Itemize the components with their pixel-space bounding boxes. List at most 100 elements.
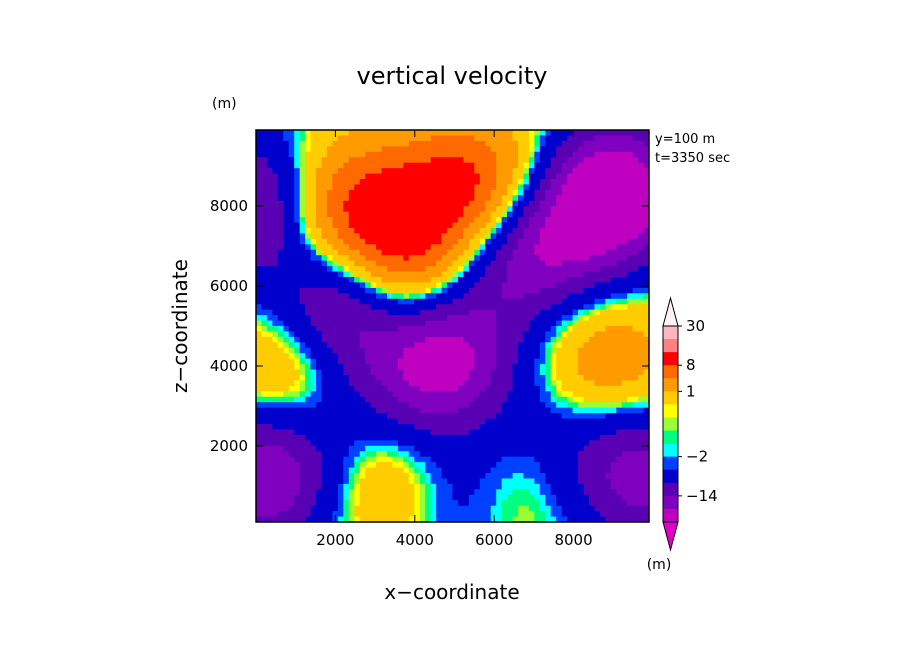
field-cell <box>337 440 344 447</box>
field-cell <box>299 353 306 360</box>
field-cell <box>419 396 426 403</box>
field-cell <box>370 282 377 289</box>
field-cell <box>501 309 508 316</box>
field-cell <box>512 418 519 425</box>
field-cell <box>403 456 410 463</box>
field-cell <box>463 206 470 213</box>
field-cell <box>321 413 328 420</box>
field-cell <box>621 320 628 327</box>
field-cell <box>457 206 465 213</box>
field-cell <box>425 413 432 420</box>
field-cell <box>583 451 590 458</box>
field-cell <box>452 249 459 256</box>
field-cell <box>419 130 426 137</box>
field-cell <box>490 494 497 501</box>
field-cell <box>294 342 301 349</box>
field-cell <box>419 135 426 142</box>
field-cell <box>436 500 443 507</box>
field-cell <box>539 228 546 235</box>
field-cell <box>572 429 579 436</box>
field-cell <box>512 266 519 273</box>
field-cell <box>277 200 284 207</box>
field-cell <box>561 418 568 425</box>
field-cell <box>452 146 459 153</box>
field-cell <box>288 353 295 360</box>
field-cell <box>294 222 301 229</box>
field-cell <box>567 456 574 463</box>
field-cell <box>316 353 323 360</box>
field-cell <box>359 320 366 327</box>
field-cell <box>283 217 290 224</box>
field-cell <box>583 217 590 224</box>
field-cell <box>594 375 601 382</box>
field-cell <box>627 168 634 175</box>
field-cell <box>594 424 601 431</box>
field-cell <box>605 157 612 164</box>
field-cell <box>621 304 628 311</box>
field-cell <box>588 151 596 158</box>
field-cell <box>616 462 623 469</box>
field-cell <box>485 331 492 338</box>
field-cell <box>370 462 377 469</box>
field-cell <box>294 380 301 387</box>
field-cell <box>354 287 361 294</box>
field-cell <box>337 157 344 164</box>
field-cell <box>256 315 263 322</box>
field-cell <box>545 342 552 349</box>
field-cell <box>414 358 421 365</box>
field-cell <box>501 238 508 245</box>
field-cell <box>332 462 339 469</box>
field-cell <box>294 244 301 251</box>
field-cell <box>627 277 634 284</box>
field-cell <box>490 320 497 327</box>
field-cell <box>316 440 323 447</box>
field-cell <box>370 385 377 392</box>
field-cell <box>457 135 465 142</box>
field-cell <box>501 347 508 354</box>
field-cell <box>578 309 585 316</box>
field-cell <box>365 375 372 382</box>
field-cell <box>414 456 421 463</box>
field-cell <box>545 184 552 191</box>
field-cell <box>326 184 334 191</box>
field-cell <box>474 244 481 251</box>
field-cell <box>359 326 366 333</box>
field-cell <box>578 402 585 409</box>
field-cell <box>610 162 617 169</box>
field-cell <box>376 238 383 245</box>
field-cell <box>578 211 585 218</box>
field-cell <box>594 467 601 474</box>
field-cell <box>479 233 486 240</box>
field-cell <box>299 375 306 382</box>
field-cell <box>457 168 465 175</box>
field-cell <box>441 130 448 137</box>
field-cell <box>283 494 290 501</box>
field-cell <box>539 451 546 458</box>
field-cell <box>534 380 541 387</box>
field-cell <box>414 364 421 371</box>
field-cell <box>343 375 350 382</box>
field-cell <box>588 375 596 382</box>
field-cell <box>605 505 612 512</box>
field-cell <box>556 424 563 431</box>
field-cell <box>507 233 514 240</box>
field-cell <box>550 478 557 485</box>
field-cell <box>261 467 268 474</box>
field-cell <box>468 413 475 420</box>
field-cell <box>588 206 596 213</box>
field-cell <box>616 331 623 338</box>
field-cell <box>376 233 383 240</box>
field-cell <box>392 326 399 333</box>
field-cell <box>468 364 475 371</box>
field-cell <box>539 358 546 365</box>
field-cell <box>326 168 334 175</box>
field-cell <box>397 429 404 436</box>
field-cell <box>496 173 503 180</box>
field-cell <box>490 293 497 300</box>
field-cell <box>430 260 437 267</box>
field-cell <box>283 483 290 490</box>
field-cell <box>397 505 404 512</box>
field-cell <box>272 189 279 196</box>
field-cell <box>316 298 323 305</box>
field-cell <box>288 217 295 224</box>
